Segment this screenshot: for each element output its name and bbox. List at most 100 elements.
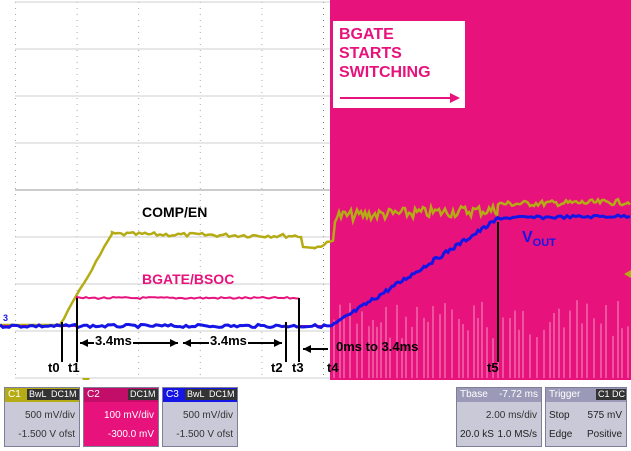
channel2-header: C2 DC1M xyxy=(84,388,158,402)
grid-dot xyxy=(323,158,324,159)
grid-dot xyxy=(15,242,16,243)
grid-dot xyxy=(323,194,324,195)
grid-dot xyxy=(76,116,78,117)
grid-dot xyxy=(138,320,140,321)
grid-dot xyxy=(76,266,78,267)
grid-dot xyxy=(261,248,263,249)
grid-dot xyxy=(199,134,201,135)
grid-dot xyxy=(323,212,324,213)
grid-dot xyxy=(15,56,16,57)
grid-dot xyxy=(199,350,201,351)
grid-dot xyxy=(138,314,140,315)
grid-dot xyxy=(76,248,78,249)
grid-dot xyxy=(199,194,201,195)
grid-dot xyxy=(138,290,140,291)
grid-dot xyxy=(261,158,263,159)
grid-dot xyxy=(199,56,201,57)
grid-dot xyxy=(15,248,16,249)
grid-dot xyxy=(199,188,201,189)
grid-dot xyxy=(199,110,201,111)
grid-dot xyxy=(261,332,263,333)
grid-dot xyxy=(261,272,263,273)
grid-dot xyxy=(138,122,140,123)
grid-dot xyxy=(261,170,263,171)
grid-dot xyxy=(76,212,78,213)
grid-dot xyxy=(199,14,201,15)
grid-dot xyxy=(323,116,324,117)
grid-dot xyxy=(15,356,16,357)
trigger-panel[interactable]: Trigger C1 DC Stop 575 mV Edge Positive xyxy=(545,387,627,447)
grid-dot xyxy=(15,92,16,93)
grid-dot xyxy=(323,302,324,303)
grid-dot xyxy=(76,92,78,93)
grid-dot xyxy=(138,242,140,243)
grid-dot xyxy=(261,224,263,225)
grid-dot xyxy=(15,278,16,279)
grid-dot xyxy=(15,116,16,117)
grid-dot xyxy=(76,278,78,279)
grid-dot xyxy=(15,8,16,9)
grid-dot xyxy=(323,170,324,171)
channel3-panel[interactable]: C3 BwL DC1M 500 mV/div -1.500 V ofst xyxy=(162,387,238,447)
grid-dot xyxy=(76,56,78,57)
grid-dot xyxy=(199,266,201,267)
grid-dot xyxy=(138,26,140,27)
grid-dot xyxy=(76,194,78,195)
grid-dot xyxy=(138,218,140,219)
grid-dot xyxy=(199,164,201,165)
grid-dot xyxy=(15,338,16,339)
grid-dot xyxy=(323,146,324,147)
grid-dot xyxy=(199,32,201,33)
grid-dot xyxy=(323,200,324,201)
grid-dot xyxy=(138,332,140,333)
grid-dot xyxy=(138,62,140,63)
bgate-annotation-box xyxy=(333,21,465,108)
grid-dot xyxy=(199,116,201,117)
grid-dot xyxy=(199,206,201,207)
grid-dot xyxy=(261,104,263,105)
grid-dot xyxy=(323,362,324,363)
grid-dot xyxy=(138,212,140,213)
grid-dot xyxy=(199,374,201,375)
grid-dot xyxy=(323,224,324,225)
timebase-panel[interactable]: Tbase -7.72 ms 2.00 ms/div 20.0 kS 1.0 M… xyxy=(456,387,542,447)
grid-dot xyxy=(323,44,324,45)
grid-dot xyxy=(138,110,140,111)
grid-dot xyxy=(138,188,140,189)
grid-dot xyxy=(261,218,263,219)
grid-dot xyxy=(138,278,140,279)
grid-dot xyxy=(76,164,78,165)
grid-dot xyxy=(15,260,16,261)
grid-dot xyxy=(138,104,140,105)
grid-dot xyxy=(261,362,263,363)
grid-dot xyxy=(138,248,140,249)
t4-label: t4 xyxy=(327,360,339,375)
grid-dot xyxy=(199,50,201,51)
grid-dot xyxy=(138,80,140,81)
grid-dot xyxy=(138,128,140,129)
grid-dot xyxy=(323,20,324,21)
grid-dot xyxy=(15,62,16,63)
grid-dot xyxy=(138,224,140,225)
channel1-panel[interactable]: C1 BwL DC1M 500 mV/div -1.500 V ofst xyxy=(4,387,80,447)
grid-dot xyxy=(76,170,78,171)
grid-dot xyxy=(261,200,263,201)
trigger-level: 575 mV xyxy=(587,410,622,421)
grid-dot xyxy=(138,362,140,363)
grid-dot xyxy=(76,242,78,243)
grid-dot xyxy=(76,86,78,87)
bgate-bsoc-label: BGATE/BSOC xyxy=(142,271,235,287)
grid-dot xyxy=(76,200,78,201)
grid-dot xyxy=(261,356,263,357)
grid-dot xyxy=(138,8,140,9)
comp-en-label: COMP/EN xyxy=(142,204,208,220)
grid-dot xyxy=(15,194,16,195)
grid-dot xyxy=(15,188,16,189)
grid-dot xyxy=(199,122,201,123)
grid-dot xyxy=(15,152,16,153)
grid-dot xyxy=(138,266,140,267)
grid-dot xyxy=(323,230,324,231)
channel2-panel[interactable]: C2 DC1M 100 mV/div -300.0 mV xyxy=(83,387,159,447)
grid-dot xyxy=(199,92,201,93)
grid-dot xyxy=(261,92,263,93)
